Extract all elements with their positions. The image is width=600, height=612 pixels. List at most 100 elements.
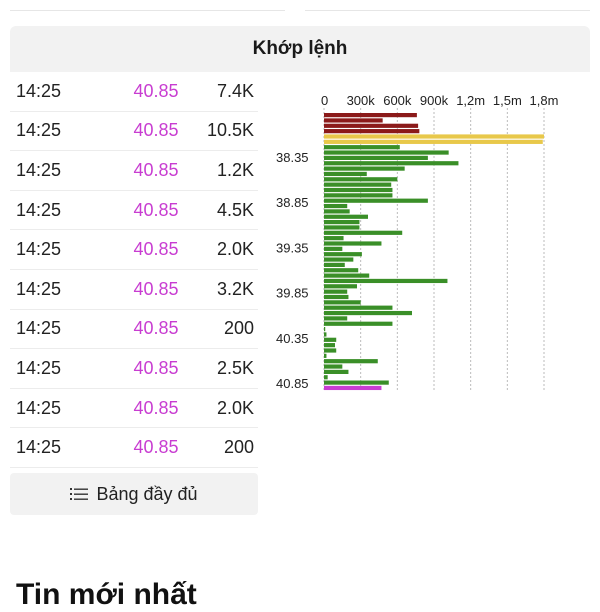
volume-by-price-svg: 0 300k 600k 900k 1,2m 1,5m 1,8m 38.35 38.85 39.35…: [276, 93, 559, 391]
bar-buy: [324, 246, 343, 251]
trade-price: 40.85: [133, 120, 179, 141]
news-title: Tin mới nhất: [16, 578, 197, 611]
trade-time: 14:25: [16, 278, 62, 299]
trade-price: 40.85: [133, 199, 179, 220]
bar-buy: [324, 294, 349, 300]
bar-buy: [324, 214, 368, 219]
bar-buy: [324, 273, 370, 278]
bar-buy: [324, 187, 393, 193]
trade-row: 14:25 40.85 2.0K: [10, 230, 258, 270]
bar-buy: [324, 278, 448, 284]
trade-price: 40.85: [133, 159, 179, 180]
trade-volume: 3.2K: [216, 278, 254, 299]
trade-volume: 200: [223, 318, 254, 339]
bar-buy: [324, 332, 327, 337]
bar-buy: [324, 209, 350, 214]
bar-buy: [324, 268, 359, 273]
bar-buy: [324, 193, 393, 198]
trade-volume: 2.5K: [216, 357, 254, 378]
bar-buy: [324, 310, 412, 316]
full-table-button[interactable]: Bảng đầy đủ: [10, 473, 258, 515]
bar-buy: [324, 161, 459, 166]
y-tick-label: 40.35: [276, 331, 309, 346]
x-tick-label: 0: [321, 93, 328, 108]
x-tick-label: 1,8m: [530, 93, 559, 108]
bar-buy: [324, 198, 428, 203]
bar-buy: [324, 321, 393, 326]
y-tick-label: 40.85: [276, 376, 309, 391]
trade-row: 14:25 40.85 2.0K: [10, 389, 258, 429]
trade-time: 14:25: [16, 80, 62, 101]
trade-time: 14:25: [16, 357, 62, 378]
bar-sell: [324, 113, 417, 118]
trade-row: 14:25 40.85 4.5K: [10, 191, 258, 231]
trade-price: 40.85: [133, 437, 179, 458]
trade-row: 14:25 40.85 10.5K: [10, 112, 258, 152]
trade-price: 40.85: [133, 239, 179, 260]
bar-buy: [324, 145, 400, 150]
bar-buy: [324, 375, 328, 380]
card-edge-left: [10, 0, 285, 11]
bar-buy: [324, 289, 348, 294]
bar-buy: [324, 300, 361, 305]
bar-buy: [324, 236, 344, 241]
bar-buy: [324, 337, 337, 342]
bar-reference: [324, 139, 543, 144]
bar-buy: [324, 230, 403, 235]
bar-sell: [324, 123, 419, 128]
trade-row: 14:25 40.85 200: [10, 428, 258, 468]
bar-buy: [324, 171, 367, 177]
matched-orders-header: Khớp lệnh: [10, 26, 590, 72]
bar-buy: [324, 369, 349, 374]
y-tick-label: 38.85: [276, 195, 309, 210]
trade-volume: 1.2K: [216, 159, 254, 180]
volume-by-price-chart: 0 300k 600k 900k 1,2m 1,5m 1,8m 38.35 38.85 39.35…: [270, 86, 590, 466]
trades-list: 14:25 40.85 7.4K 14:25 40.85 10.5K 14:25 40.85 1…: [10, 72, 258, 468]
x-tick-label: 1,5m: [493, 93, 522, 108]
trade-row: 14:25 40.85 3.2K: [10, 270, 258, 310]
trade-volume: 2.0K: [216, 239, 254, 260]
trade-row: 14:25 40.85 1.2K: [10, 151, 258, 191]
trade-volume: 2.0K: [216, 397, 254, 418]
trade-time: 14:25: [16, 199, 62, 220]
x-tick-label: 900k: [420, 93, 449, 108]
trade-time: 14:25: [16, 159, 62, 180]
x-tick-label: 300k: [347, 93, 376, 108]
trade-time: 14:25: [16, 318, 62, 339]
trade-price: 40.85: [133, 278, 179, 299]
bar-buy: [324, 327, 326, 332]
full-table-button-label: Bảng đầy đủ: [96, 483, 198, 504]
y-tick-label: 39.85: [276, 286, 309, 301]
trade-row: 14:25 40.85 7.4K: [10, 72, 258, 112]
trade-volume: 200: [223, 437, 254, 458]
bar-buy: [324, 343, 335, 348]
top-card-edges: [0, 0, 600, 14]
bar-buy: [324, 257, 354, 262]
trade-row: 14:25 40.85 200: [10, 310, 258, 350]
y-tick-label: 38.35: [276, 150, 309, 165]
bar-buy: [324, 150, 449, 155]
bar-buy: [324, 353, 327, 358]
bar-buy: [324, 225, 360, 230]
section-title: Khớp lệnh: [252, 38, 348, 59]
bar-buy: [324, 155, 428, 160]
y-tick-label: 39.35: [276, 240, 309, 255]
bar-reference: [324, 134, 544, 139]
trade-price: 40.85: [133, 318, 179, 339]
bar-sell: [324, 118, 383, 123]
bar-buy: [324, 364, 343, 369]
bar-buy: [324, 262, 345, 267]
bar-buy: [324, 241, 382, 246]
bar-buy: [324, 348, 337, 353]
trade-time: 14:25: [16, 239, 62, 260]
bar-buy: [324, 166, 405, 171]
trade-volume: 4.5K: [216, 199, 254, 220]
bar-buy: [324, 284, 357, 289]
bar-buy: [324, 203, 348, 209]
trade-row: 14:25 40.85 2.5K: [10, 349, 258, 389]
bar-buy: [324, 182, 392, 187]
x-tick-label: 600k: [383, 93, 412, 108]
bar-buy: [324, 316, 348, 321]
bar-buy: [324, 380, 389, 385]
trade-volume: 10.5K: [206, 120, 254, 141]
